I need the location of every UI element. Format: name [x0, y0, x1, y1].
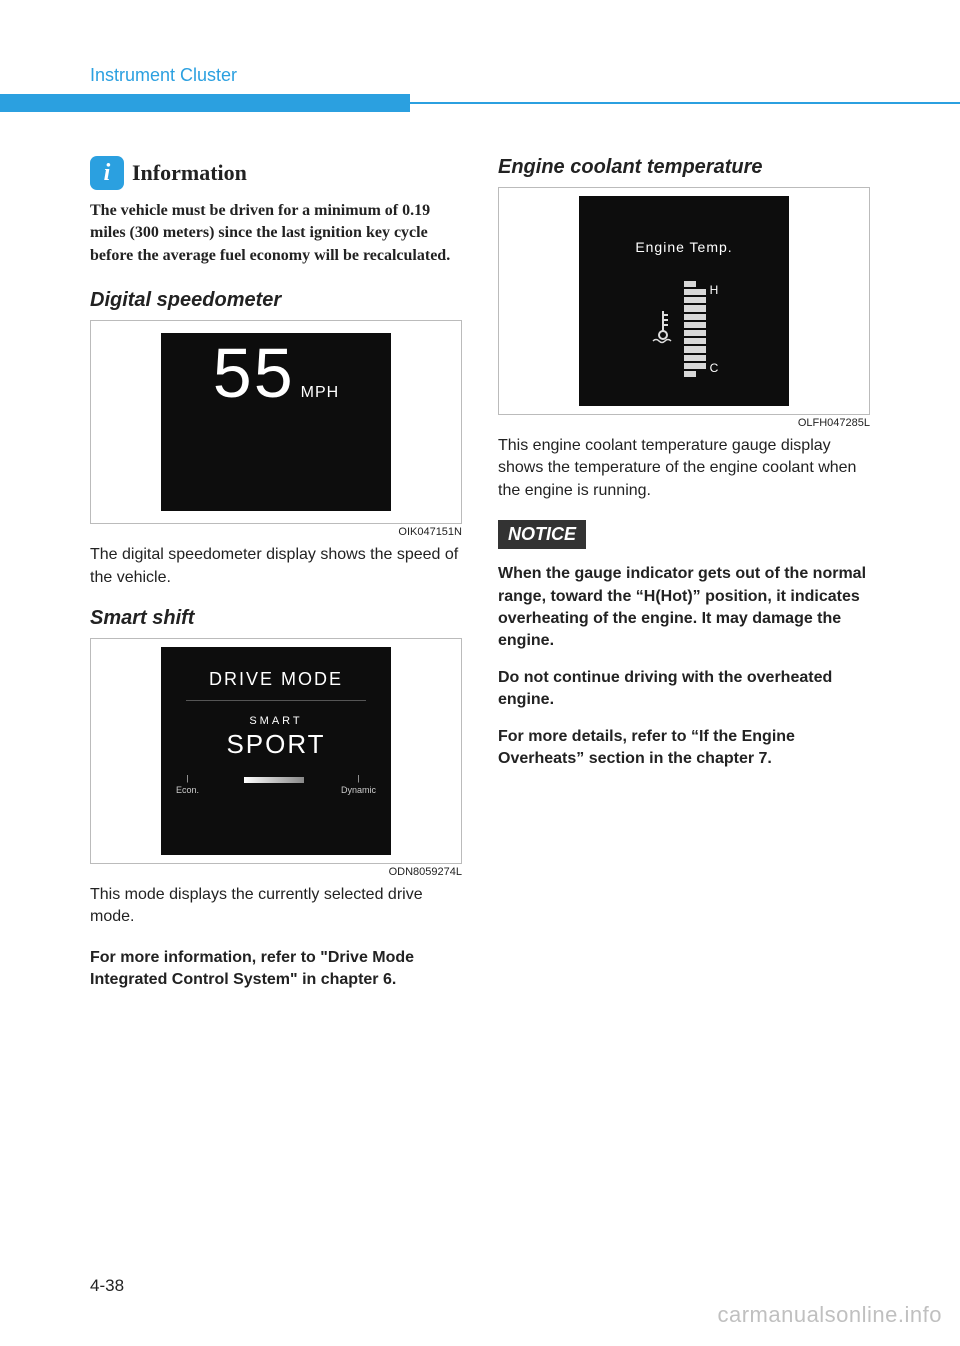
page-number: 4-38 [90, 1276, 124, 1296]
coolant-gauge: H C [684, 281, 719, 377]
notice-badge: NOTICE [498, 520, 586, 549]
smart-shift-caption: ODN8059274L [90, 866, 462, 878]
gauge-label-cold: C [710, 361, 719, 375]
right-column: Engine coolant temperature Engine Temp. [498, 156, 870, 1006]
temperature-icon [650, 307, 676, 352]
page-header-title: Instrument Cluster [90, 65, 870, 86]
speedometer-caption: OIK047151N [90, 526, 462, 538]
notice-paragraph-1: When the gauge indicator gets out of the… [498, 563, 870, 653]
information-icon: i [90, 156, 124, 190]
coolant-desc: This engine coolant temperature gauge di… [498, 435, 870, 502]
information-body: The vehicle must be driven for a minimum… [90, 200, 462, 267]
header-rule [90, 94, 870, 116]
smart-shift-desc: This mode displays the currently selecte… [90, 884, 462, 929]
drive-mode-title: DRIVE MODE [209, 669, 343, 690]
drive-mode-smart-label: SMART [249, 715, 302, 727]
watermark: carmanualsonline.info [717, 1302, 942, 1328]
information-title: Information [132, 160, 247, 186]
speedometer-value: 55 [213, 333, 295, 413]
speedometer-unit: MPH [301, 384, 340, 402]
scale-label-econ: Econ. [176, 774, 199, 795]
drive-mode-scale: Econ. Dynamic [176, 774, 376, 795]
coolant-screen: Engine Temp. [579, 196, 789, 406]
notice-paragraph-2: Do not continue driving with the overhea… [498, 667, 870, 712]
smart-shift-figure: DRIVE MODE SMART SPORT Econ. Dynamic [90, 638, 462, 864]
speedometer-screen: 55 MPH [161, 333, 391, 511]
notice-paragraph-3: For more details, refer to “If the Engin… [498, 726, 870, 771]
left-column: i Information The vehicle must be driven… [90, 156, 462, 1006]
digital-speedometer-heading: Digital speedometer [90, 289, 462, 312]
coolant-figure: Engine Temp. [498, 187, 870, 415]
speedometer-figure: 55 MPH [90, 320, 462, 524]
gauge-label-hot: H [710, 283, 719, 297]
scale-label-dynamic: Dynamic [341, 774, 376, 795]
coolant-screen-title: Engine Temp. [635, 239, 732, 255]
coolant-caption: OLFH047285L [498, 417, 870, 429]
smart-shift-heading: Smart shift [90, 607, 462, 630]
smart-shift-reference: For more information, refer to "Drive Mo… [90, 947, 462, 992]
coolant-heading: Engine coolant temperature [498, 156, 870, 179]
speedometer-desc: The digital speedometer display shows th… [90, 544, 462, 589]
drive-mode-value: SPORT [226, 729, 325, 760]
drive-mode-screen: DRIVE MODE SMART SPORT Econ. Dynamic [161, 647, 391, 855]
